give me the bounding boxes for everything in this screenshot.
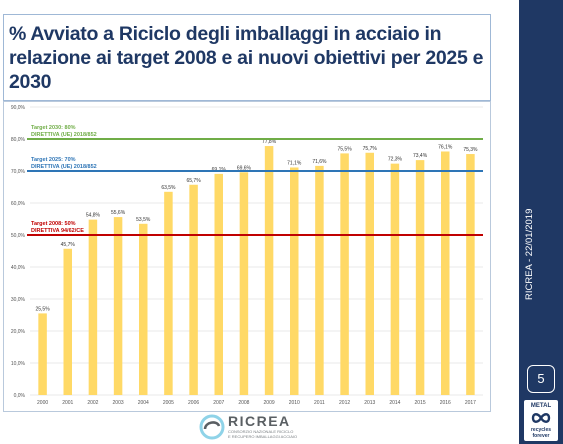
bar-value-label: 71,6% [312,159,327,165]
y-tick-label: 70,0% [11,169,26,175]
bar [139,223,148,395]
bar [164,191,173,395]
target-directive-label: DIRETTIVA 94/62/CE [31,228,84,234]
bar-value-label: 77,8% [262,139,277,145]
bar-value-label: 63,5% [161,185,176,191]
target-directive-label: DIRETTIVA (UE) 2018/852 [31,132,97,138]
bar-value-label: 72,3% [388,157,403,163]
y-tick-label: 10,0% [11,361,26,367]
bar-value-label: 65,7% [186,178,201,184]
target-label: Target 2030: 80% [31,125,76,131]
logo-name: RICREA [228,413,291,429]
bar [415,160,425,395]
bar [390,163,400,395]
bar-value-label: 69,6% [237,165,252,171]
infinity-icon [531,413,551,423]
badge-bottom-line2: forever [532,432,550,439]
slide-title: % Avviato a Riciclo degli imballaggi in … [9,23,484,93]
bar [315,165,324,395]
bar [38,313,47,395]
bar-value-label: 75,3% [463,147,478,153]
bar-value-label: 55,6% [111,210,126,216]
bar [113,217,123,395]
x-tick-label: 2017 [465,400,476,406]
x-tick-label: 2004 [138,400,149,406]
bar-value-label: 75,7% [363,146,378,152]
bar-value-label: 76,1% [438,144,453,150]
bar-value-label: 53,5% [136,217,151,223]
x-tick-label: 2002 [87,400,98,406]
side-band [519,0,563,444]
bar [189,184,198,395]
x-tick-label: 2014 [389,400,400,406]
x-tick-label: 2000 [37,400,48,406]
target-label: Target 2025: 70% [31,157,76,163]
ricrea-logo: RICREA CONSORZIO NAZIONALE RICICLO E REC… [199,413,349,441]
metal-recycles-forever-badge: METAL recycles forever [524,400,558,441]
x-tick-label: 2008 [238,400,249,406]
y-tick-label: 60,0% [11,201,26,207]
x-tick-label: 2011 [314,400,325,406]
bar-value-label: 69,1% [212,167,227,173]
x-tick-label: 2013 [364,400,375,406]
logo-subtitle-line2: E RECUPERO IMBALLAGGI ACCIAIO [228,433,298,439]
bar [365,152,374,395]
x-tick-label: 2016 [440,400,451,406]
logo-subtitle-line1: CONSORZIO NAZIONALE RICICLO [228,429,294,434]
date-footer: RICREA - 22/01/2019 [524,208,535,300]
y-tick-label: 30,0% [11,297,26,303]
bar [340,153,349,395]
y-tick-label: 0,0% [14,393,26,399]
y-tick-label: 90,0% [11,105,26,111]
bar [290,167,299,395]
y-tick-label: 80,0% [11,137,26,143]
x-tick-label: 2003 [113,400,124,406]
x-tick-label: 2005 [163,400,174,406]
bar [441,151,450,395]
x-tick-label: 2012 [339,400,350,406]
bar-value-label: 54,8% [86,213,101,219]
ricrea-logo-icon [199,414,225,440]
y-tick-label: 20,0% [11,329,26,335]
badge-top-text: METAL [530,403,552,409]
bar-value-label: 25,5% [35,306,50,312]
x-tick-label: 2010 [289,400,300,406]
bar [88,219,98,395]
bar-value-label: 71,1% [287,160,302,166]
bar-value-label: 75,5% [337,146,352,152]
badge-bottom-text: recycles forever [524,427,558,439]
x-tick-label: 2001 [62,400,73,406]
y-tick-label: 40,0% [11,265,26,271]
badge-bottom-line1: recycles [530,427,552,433]
bar-value-label: 45,7% [61,242,76,248]
bar [264,146,274,395]
x-tick-label: 2015 [415,400,426,406]
x-tick-label: 2009 [264,400,275,406]
logo-subtitle: CONSORZIO NAZIONALE RICICLO E RECUPERO I… [228,429,338,439]
x-tick-label: 2006 [188,400,199,406]
x-tick-label: 2007 [213,400,224,406]
bar [214,173,223,395]
bar [466,154,475,395]
title-frame [3,14,491,101]
bar [239,172,249,395]
page-number: 5 [527,365,555,393]
target-directive-label: DIRETTIVA (UE) 2018/852 [31,164,97,170]
bar-value-label: 73,4% [413,153,428,159]
target-label: Target 2008: 50% [31,221,76,227]
bar [63,248,72,395]
y-tick-label: 50,0% [11,233,26,239]
